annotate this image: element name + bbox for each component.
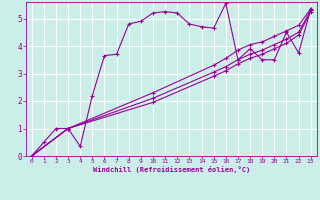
X-axis label: Windchill (Refroidissement éolien,°C): Windchill (Refroidissement éolien,°C)	[92, 166, 250, 173]
